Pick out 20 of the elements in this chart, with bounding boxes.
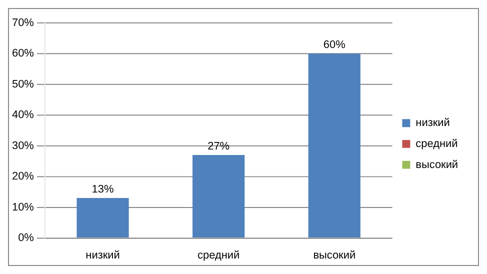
legend-label: средний xyxy=(416,138,458,150)
legend-label: низкий xyxy=(416,117,450,130)
bar xyxy=(192,155,245,238)
y-tick-label: 40% xyxy=(12,109,34,122)
x-tick-label: высокий xyxy=(313,250,356,262)
data-label: 27% xyxy=(208,140,230,153)
y-tick-label: 50% xyxy=(12,78,34,90)
data-label: 60% xyxy=(323,39,346,52)
bar xyxy=(308,54,360,238)
x-tick-label: средний xyxy=(198,250,240,262)
legend-label: высокий xyxy=(416,158,458,171)
y-tick-label: 30% xyxy=(12,140,34,152)
y-tick-label: 0% xyxy=(18,232,34,244)
x-tick-label: низкий xyxy=(86,250,120,262)
y-tick-label: 60% xyxy=(12,48,34,60)
data-label: 13% xyxy=(92,184,114,196)
bar xyxy=(76,198,129,238)
y-tick-label: 70% xyxy=(12,16,34,29)
y-tick-label: 10% xyxy=(12,201,34,214)
y-tick-label: 20% xyxy=(12,170,34,183)
